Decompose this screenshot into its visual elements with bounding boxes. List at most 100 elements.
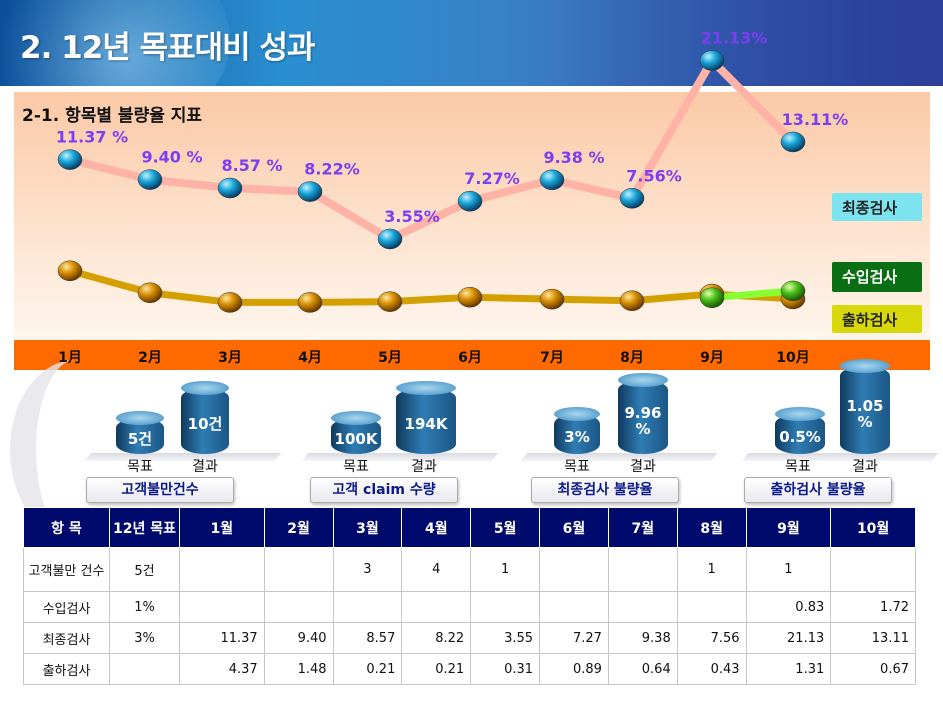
point-final-6 bbox=[457, 190, 483, 212]
data-label-6: 7.27% bbox=[464, 169, 520, 188]
point-final-3 bbox=[217, 177, 243, 199]
table-cell: 4.37 bbox=[179, 653, 265, 685]
kpi-target-cylinder: 100K bbox=[331, 411, 381, 454]
line-chart: 11.37 % 9.40 % 8.57 % 8.22% 3.55% 7.27% 9.38 %… bbox=[56, 29, 848, 366]
table-cell: 9.38 bbox=[607, 622, 678, 654]
data-label-5: 3.55% bbox=[384, 207, 440, 226]
table-cell: 0.31 bbox=[470, 653, 541, 685]
data-label-3: 8.57 % bbox=[221, 156, 282, 175]
table-cell: 0.83 bbox=[745, 591, 832, 623]
legend-incoming-inspection: 수입검사 bbox=[832, 262, 922, 292]
table-cell bbox=[401, 591, 472, 623]
table-cell: 1 bbox=[470, 547, 541, 592]
x-tick-label: 4月 bbox=[298, 350, 322, 366]
table-cell: 0.21 bbox=[401, 653, 472, 685]
table-header: 6월 bbox=[539, 507, 609, 548]
table-cell bbox=[470, 591, 541, 623]
point-final-7 bbox=[539, 169, 565, 191]
x-tick-label: 5月 bbox=[378, 350, 402, 366]
table-cell: 0.43 bbox=[676, 653, 747, 685]
table-header: 5월 bbox=[470, 507, 541, 548]
table-header: 10월 bbox=[830, 507, 916, 548]
table-cell bbox=[263, 547, 334, 592]
kpi-target-cylinder: 3% bbox=[554, 407, 600, 454]
table-cell: 9.40 bbox=[263, 622, 334, 654]
table-cell: 0.21 bbox=[332, 653, 403, 685]
x-tick-label: 10月 bbox=[776, 350, 809, 366]
table-cell: 출하검사 bbox=[23, 653, 110, 685]
point-incoming-10 bbox=[780, 280, 806, 302]
kpi-target-label: 목표 bbox=[564, 459, 590, 475]
kpi-result-label: 결과 bbox=[192, 459, 218, 475]
table-cell bbox=[179, 547, 265, 592]
table-cell: 8.57 bbox=[332, 622, 403, 654]
kpi-name-tag: 고객불만건수 bbox=[86, 477, 234, 503]
table-cell bbox=[830, 547, 916, 592]
point-shipping-8 bbox=[619, 290, 645, 311]
kpi-target-cylinder: 0.5% bbox=[775, 407, 825, 454]
point-final-10 bbox=[780, 131, 806, 153]
point-shipping-5 bbox=[377, 291, 403, 312]
table-cell bbox=[263, 591, 334, 623]
kpi-target-label: 목표 bbox=[343, 459, 369, 475]
data-label-8: 7.56% bbox=[626, 166, 682, 185]
table-cell: 1.31 bbox=[745, 653, 832, 685]
x-tick-label: 1月 bbox=[58, 350, 82, 366]
table-header: 7월 bbox=[607, 507, 678, 548]
x-tick-label: 6月 bbox=[458, 350, 482, 366]
table-cell: 0.89 bbox=[539, 653, 609, 685]
table-cell: 13.11 bbox=[830, 622, 916, 654]
kpi-result-label: 결과 bbox=[852, 459, 878, 475]
point-shipping-2 bbox=[137, 282, 163, 304]
data-label-4: 8.22% bbox=[304, 160, 360, 179]
data-table: 항 목 12년 목표 1월 2월 3월 4월 5월 6월 7월 8월 9월 10월 고객불만 건수 5건… bbox=[23, 507, 916, 685]
table-cell: 7.27 bbox=[539, 622, 609, 654]
point-final-1 bbox=[57, 149, 83, 170]
kpi-name-tag: 최종검사 불량율 bbox=[531, 477, 679, 503]
table-cell bbox=[179, 591, 265, 623]
table-header: 8월 bbox=[676, 507, 747, 548]
table-cell: 3 bbox=[332, 547, 403, 592]
page-title: 2. 12년 목표대비 성과 bbox=[20, 30, 316, 66]
table-cell: 최종검사 bbox=[23, 622, 110, 654]
kpi-result-cylinder: 1.05 % bbox=[840, 359, 890, 454]
table-cell: 1% bbox=[109, 591, 180, 623]
table-cell bbox=[539, 591, 609, 623]
header-stripe bbox=[523, 0, 943, 86]
x-tick-label: 3月 bbox=[218, 350, 242, 366]
series-line-shipping bbox=[66, 267, 797, 306]
x-tick-label: 2月 bbox=[138, 350, 162, 366]
table-cell: 0.67 bbox=[830, 653, 916, 685]
x-tick-label: 7月 bbox=[540, 350, 564, 366]
kpi-result-cylinder: 10건 bbox=[181, 381, 229, 454]
table-header: 9월 bbox=[745, 507, 832, 548]
data-label-9: 21.13% bbox=[701, 29, 768, 48]
data-label-1: 11.37 % bbox=[56, 128, 128, 147]
table-cell: 7.56 bbox=[676, 622, 747, 654]
table-header: 3월 bbox=[332, 507, 403, 548]
table-header: 1월 bbox=[179, 507, 265, 548]
point-shipping-1 bbox=[57, 260, 83, 282]
x-tick-label: 9月 bbox=[700, 350, 724, 366]
table-row: 수입검사 1% 0.83 1.72 bbox=[23, 591, 916, 623]
kpi-result-cylinder: 194K bbox=[396, 381, 456, 454]
table-header: 2월 bbox=[263, 507, 334, 548]
table-cell: 1.72 bbox=[830, 591, 916, 623]
table-row: 최종검사 3% 11.37 9.40 8.57 8.22 3.55 7.27 9.38 7.56 2… bbox=[23, 622, 916, 654]
kpi-target-label: 목표 bbox=[785, 459, 811, 475]
month-axis-bar bbox=[14, 340, 930, 370]
table-cell: 21.13 bbox=[745, 622, 832, 654]
table-cell: 5건 bbox=[109, 547, 180, 592]
legend-shipping-inspection: 출하검사 bbox=[832, 305, 922, 333]
table-cell: 1.48 bbox=[263, 653, 334, 685]
point-final-9 bbox=[699, 50, 725, 71]
table-cell bbox=[676, 591, 747, 623]
legend-final-inspection: 최종검사 bbox=[832, 193, 922, 221]
table-cell: 3% bbox=[109, 622, 180, 654]
table-cell bbox=[607, 591, 678, 623]
point-final-5 bbox=[377, 228, 403, 250]
point-final-8 bbox=[619, 188, 645, 209]
point-shipping-7 bbox=[539, 288, 565, 310]
table-header: 4월 bbox=[401, 507, 472, 548]
kpi-target-label: 목표 bbox=[127, 459, 153, 475]
